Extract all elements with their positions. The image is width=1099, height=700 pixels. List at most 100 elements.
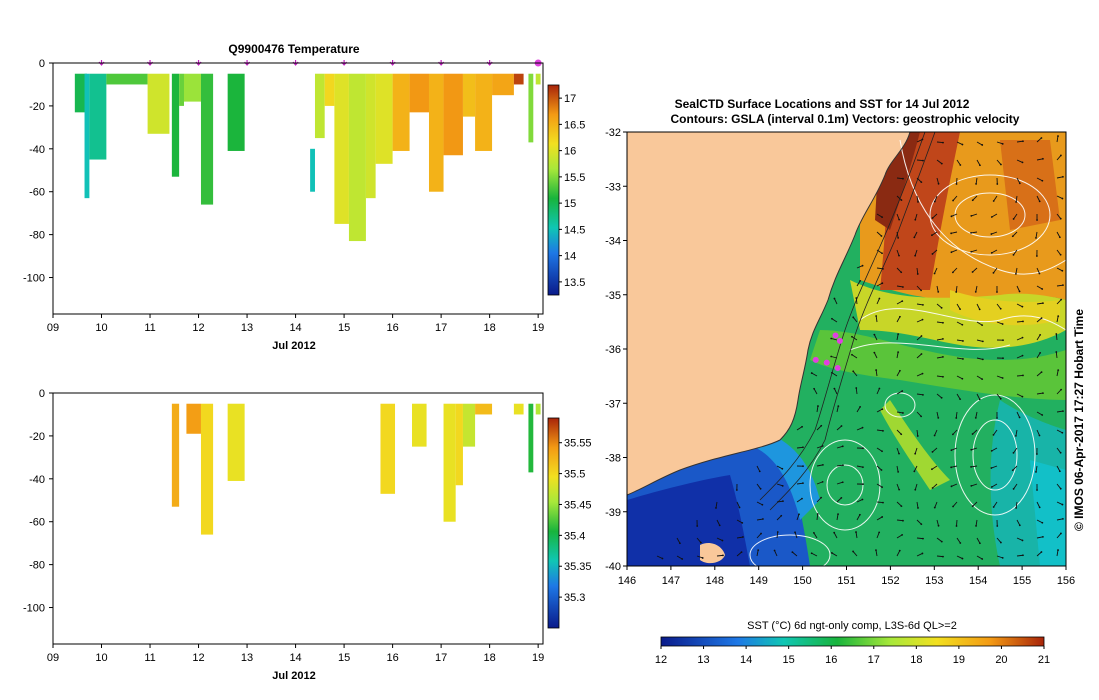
- velocity-vector-head: [961, 377, 964, 380]
- velocity-vector: [991, 465, 998, 469]
- velocity-vector: [991, 213, 998, 218]
- velocity-vector-head: [1060, 154, 1062, 157]
- profile-bar: [106, 73, 148, 85]
- velocity-vector: [916, 139, 923, 143]
- velocity-vector-head: [950, 466, 953, 469]
- velocity-vector-head: [999, 307, 1002, 310]
- velocity-vector: [1016, 285, 1020, 292]
- velocity-vector-head: [1036, 489, 1038, 491]
- velocity-vector: [836, 464, 844, 467]
- velocity-vector-head: [961, 557, 964, 560]
- velocity-vector-head: [931, 217, 934, 219]
- velocity-vector: [896, 177, 904, 180]
- velocity-vector-head: [773, 549, 776, 552]
- velocity-vector-head: [1041, 414, 1044, 416]
- velocity-vector-head: [1059, 217, 1062, 220]
- velocity-vector-head: [1038, 272, 1041, 275]
- velocity-vector-head: [937, 416, 940, 419]
- velocity-vector: [916, 429, 919, 437]
- velocity-vector-head: [1061, 269, 1064, 272]
- velocity-vector: [1016, 303, 1023, 308]
- velocity-vector-head: [881, 282, 884, 285]
- velocity-vector-head: [1059, 451, 1062, 454]
- velocity-vector-head: [1035, 471, 1037, 473]
- y-tick-label: 0: [39, 58, 45, 70]
- velocity-vector: [876, 516, 883, 521]
- profile-bar: [428, 73, 444, 192]
- colorbar-tick-label: 15.5: [564, 172, 585, 184]
- x-tick-label: 17: [435, 322, 447, 334]
- velocity-vector: [875, 550, 878, 557]
- velocity-vector: [1055, 333, 1058, 341]
- velocity-vector: [736, 551, 742, 557]
- velocity-vector-head: [1021, 354, 1024, 357]
- velocity-vector-head: [942, 321, 944, 324]
- velocity-vector: [951, 213, 958, 217]
- velocity-vector: [916, 159, 924, 162]
- velocity-vector: [976, 321, 983, 326]
- velocity-vector: [1035, 231, 1038, 238]
- velocity-vector-head: [1015, 201, 1018, 203]
- velocity-vector: [1036, 158, 1043, 161]
- velocity-vector: [896, 334, 899, 341]
- velocity-vector: [1015, 195, 1018, 203]
- velocity-vector-head: [810, 372, 813, 374]
- velocity-vector: [971, 447, 978, 451]
- salinity-x-axis: 09 10 11 12 13 14 15 16 17 18 19: [47, 644, 544, 664]
- velocity-vector-head: [898, 218, 901, 221]
- velocity-vector-head: [1021, 336, 1024, 339]
- velocity-vector-head: [855, 297, 858, 299]
- velocity-vector-head: [831, 317, 833, 320]
- velocity-vector: [776, 531, 779, 539]
- y-tick-label: -100: [23, 603, 45, 615]
- velocity-vector-head: [851, 335, 853, 338]
- velocity-vector: [856, 265, 863, 269]
- velocity-vector: [896, 411, 903, 414]
- velocity-vector: [896, 550, 901, 557]
- velocity-vector-head: [1038, 434, 1041, 437]
- velocity-vector: [916, 285, 922, 291]
- velocity-vector: [875, 315, 878, 323]
- velocity-vector: [1056, 465, 1061, 472]
- velocity-vector: [1056, 299, 1062, 305]
- map-y-tick-label: -39: [605, 507, 621, 519]
- velocity-vector: [836, 406, 839, 413]
- velocity-vector: [936, 303, 942, 309]
- velocity-vector-head: [950, 449, 953, 452]
- velocity-vector: [1036, 429, 1040, 436]
- velocity-vector: [896, 316, 901, 323]
- velocity-vector: [955, 285, 958, 293]
- velocity-vector: [916, 303, 924, 306]
- velocity-vector: [836, 425, 842, 431]
- velocity-vector: [1056, 447, 1061, 454]
- profile-bar: [200, 73, 214, 205]
- profile-bar: [375, 73, 393, 164]
- velocity-vector-head: [1011, 469, 1014, 472]
- velocity-vector-head: [951, 271, 954, 274]
- velocity-vector-head: [1001, 142, 1004, 145]
- velocity-vector-head: [781, 467, 784, 470]
- velocity-vector-head: [833, 387, 836, 390]
- temperature-title: Q9900476 Temperature: [228, 42, 360, 56]
- velocity-vector: [1036, 195, 1041, 202]
- velocity-vector: [936, 555, 944, 558]
- velocity-vector-head: [1015, 507, 1018, 509]
- velocity-vector-head: [913, 236, 916, 239]
- velocity-vector-head: [1059, 253, 1062, 256]
- velocity-vector-head: [898, 452, 900, 455]
- salinity-colorbar-ticks: 35.3 35.35 35.4 35.45 35.5 35.55: [559, 438, 592, 604]
- profile-bar: [84, 73, 90, 199]
- velocity-vector-head: [899, 369, 901, 372]
- velocity-vector-head: [742, 536, 744, 538]
- velocity-vector-head: [981, 324, 984, 327]
- velocity-vector: [972, 501, 978, 507]
- y-tick-label: -40: [29, 144, 45, 156]
- velocity-vector-head: [882, 267, 884, 270]
- sst-colorbar-ticks: 12 13 14 15 16 17 18 19 20 21: [655, 646, 1050, 666]
- velocity-vector-head: [901, 533, 904, 536]
- velocity-vector: [856, 280, 861, 287]
- velocity-vector: [1013, 213, 1018, 220]
- sst-colorbar-tick-label: 19: [953, 654, 965, 666]
- velocity-vector-head: [937, 290, 940, 293]
- velocity-vector-head: [962, 358, 964, 360]
